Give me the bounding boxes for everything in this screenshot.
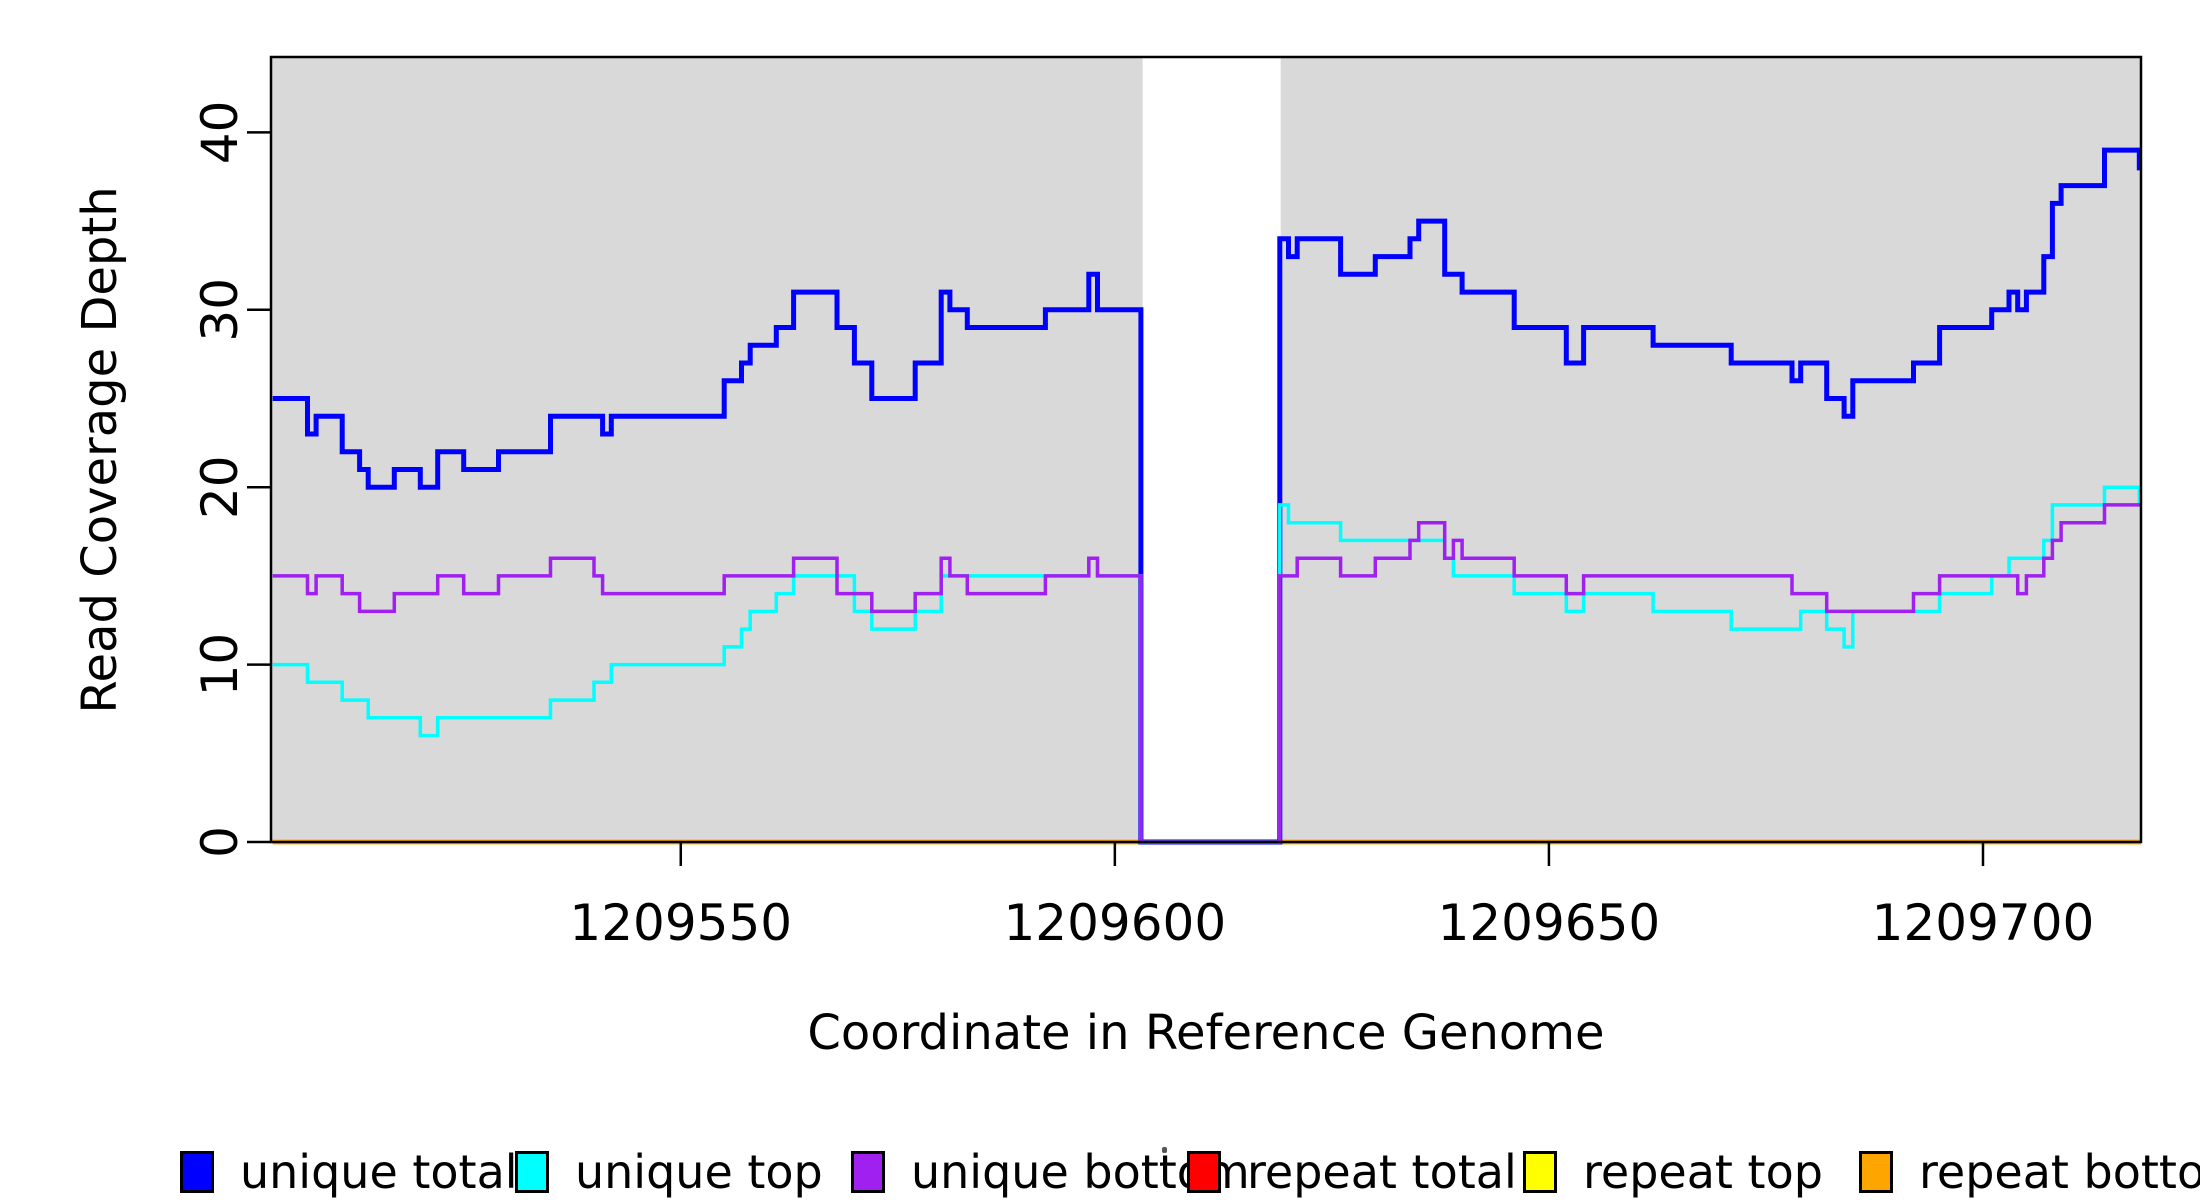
y-tick-label: 30	[191, 278, 249, 342]
y-axis-title: Read Coverage Depth	[72, 186, 128, 714]
plot-box	[269, 55, 2143, 844]
legend-label-repeat-total: repeat total	[1247, 1145, 1517, 1199]
y-tick-label: 40	[191, 101, 249, 165]
legend-swatch-repeat-bottom	[1859, 1151, 1893, 1193]
legend-label-unique-top: unique top	[575, 1145, 823, 1199]
legend-label-repeat-top: repeat top	[1583, 1145, 1823, 1199]
x-tick-label: 1209600	[1004, 894, 1227, 952]
x-axis-title: Coordinate in Reference Genome	[807, 1005, 1605, 1061]
legend-label-unique-total: unique total	[240, 1145, 518, 1199]
legend-item-unique-top: unique top	[515, 1145, 823, 1199]
legend-swatch-unique-bottom	[851, 1151, 885, 1193]
covered-region-background	[271, 57, 1143, 842]
legend-item-repeat-top: repeat top	[1523, 1145, 1823, 1199]
legend-item-repeat-total: repeat total	[1187, 1145, 1517, 1199]
legend-item-unique-total: unique total	[180, 1145, 518, 1199]
legend-swatch-unique-total	[180, 1151, 214, 1193]
x-tick-label: 1209650	[1438, 894, 1661, 952]
x-tick-label: 1209550	[569, 894, 792, 952]
legend-label-repeat-bottom: repeat bottom	[1919, 1145, 2200, 1199]
y-tick-label: 0	[191, 826, 249, 858]
covered-region-background	[1280, 57, 2141, 842]
legend-item-repeat-bottom: repeat bottom	[1859, 1145, 2200, 1199]
legend-swatch-unique-top	[515, 1151, 549, 1193]
legend-swatch-repeat-total	[1187, 1151, 1221, 1193]
legend-swatch-repeat-top	[1523, 1151, 1557, 1193]
y-tick-label: 20	[191, 455, 249, 519]
y-tick-label: 10	[191, 633, 249, 697]
stray-mark	[1162, 1147, 1167, 1153]
x-tick-label: 1209700	[1872, 894, 2095, 952]
